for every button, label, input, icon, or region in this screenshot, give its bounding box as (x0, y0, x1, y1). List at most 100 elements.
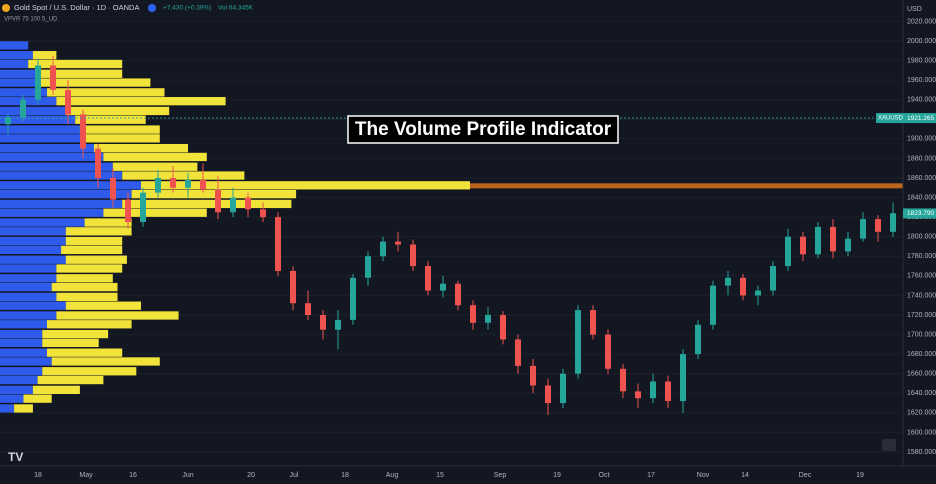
y-tick-label: 1800.000 (907, 234, 936, 241)
body (635, 391, 641, 399)
body (350, 277, 356, 320)
down-volume (84, 218, 132, 227)
down-volume (141, 181, 470, 190)
body (410, 244, 416, 267)
body (485, 315, 491, 323)
down-volume (79, 125, 160, 134)
down-volume (14, 404, 33, 413)
body (365, 256, 371, 278)
down-volume (65, 301, 141, 310)
y-tick-label: 1640.000 (907, 390, 936, 397)
y-tick-label: 1980.000 (907, 57, 936, 64)
down-volume (51, 282, 118, 292)
body (590, 310, 596, 335)
y-tick-label: 2020.000 (907, 18, 936, 25)
scroll-button[interactable] (882, 439, 896, 451)
down-volume (23, 394, 52, 403)
body (545, 385, 551, 404)
body (875, 219, 881, 232)
up-volume (0, 162, 113, 171)
up-volume (0, 338, 43, 348)
symbol: Gold Spot / U.S. Dollar · 1D · OANDA (14, 3, 139, 12)
y-tick-label: 1760.000 (907, 273, 936, 280)
down-volume (65, 106, 170, 116)
time-label: Nov (697, 472, 710, 479)
body (335, 319, 341, 330)
body (740, 277, 746, 296)
annotation: The Volume Profile Indicator (355, 119, 612, 140)
body (515, 339, 521, 366)
up-volume (0, 41, 29, 50)
up-volume (0, 394, 24, 403)
up-volume (0, 329, 43, 339)
volume: Vol 64.345K (218, 5, 254, 12)
volume-profile (0, 41, 903, 413)
up-volume (0, 348, 47, 357)
down-volume (56, 264, 123, 273)
down-volume (28, 59, 123, 69)
body (830, 226, 836, 252)
up-volume (0, 367, 43, 376)
down-volume (56, 97, 226, 106)
up-volume (0, 199, 123, 209)
up-volume (0, 292, 57, 302)
time-axis: 18 May 16 Jun 20 Jul 18 Aug 15 Sep 19 Oct 17 Nov 14 Dec… (34, 472, 864, 479)
down-volume (65, 227, 132, 236)
y-tick-label: 1620.000 (907, 410, 936, 417)
logo: TV (8, 450, 23, 464)
time-label: Oct (599, 472, 610, 479)
up-volume (0, 59, 29, 69)
body (50, 65, 56, 90)
body (575, 310, 581, 374)
body (275, 217, 281, 271)
body (320, 315, 326, 330)
down-volume (75, 115, 146, 124)
up-volume (0, 264, 57, 273)
time-label: 19 (553, 472, 561, 479)
time-label: Jun (182, 472, 193, 479)
time-label: 20 (247, 472, 255, 479)
down-volume (47, 320, 132, 329)
down-volume (37, 375, 104, 385)
time-label: 18 (341, 472, 349, 479)
down-volume (37, 78, 151, 87)
y-tick-label: 1700.000 (907, 331, 936, 338)
up-volume (0, 152, 104, 162)
body (755, 290, 761, 296)
down-volume (122, 199, 292, 209)
time-label: Aug (386, 472, 399, 479)
body (80, 114, 86, 149)
down-volume (112, 162, 198, 171)
down-volume (65, 255, 127, 264)
down-volume (56, 292, 118, 302)
candles (5, 55, 896, 415)
body (680, 354, 686, 402)
y-tick-label: 1580.000 (907, 449, 936, 456)
body (605, 334, 611, 369)
up-volume (0, 88, 47, 97)
body (860, 219, 866, 239)
up-volume (0, 181, 141, 190)
symbol-icon (2, 4, 10, 12)
y-tick-label: 2000.000 (907, 38, 936, 45)
body (155, 178, 161, 193)
body (815, 226, 821, 255)
body (845, 238, 851, 252)
up-volume (0, 208, 104, 217)
body (20, 99, 26, 118)
body (125, 199, 131, 223)
body (140, 192, 146, 223)
body (5, 117, 11, 125)
body (470, 305, 476, 323)
up-volume (0, 218, 85, 227)
up-volume (0, 282, 52, 292)
time-label: Sep (494, 472, 507, 479)
up-volume (0, 320, 47, 329)
body (770, 266, 776, 291)
body (305, 303, 311, 315)
status-icon (148, 4, 156, 12)
up-volume (0, 106, 66, 116)
time-label: May (79, 472, 93, 479)
y-tick-label: 1860.000 (907, 175, 936, 182)
